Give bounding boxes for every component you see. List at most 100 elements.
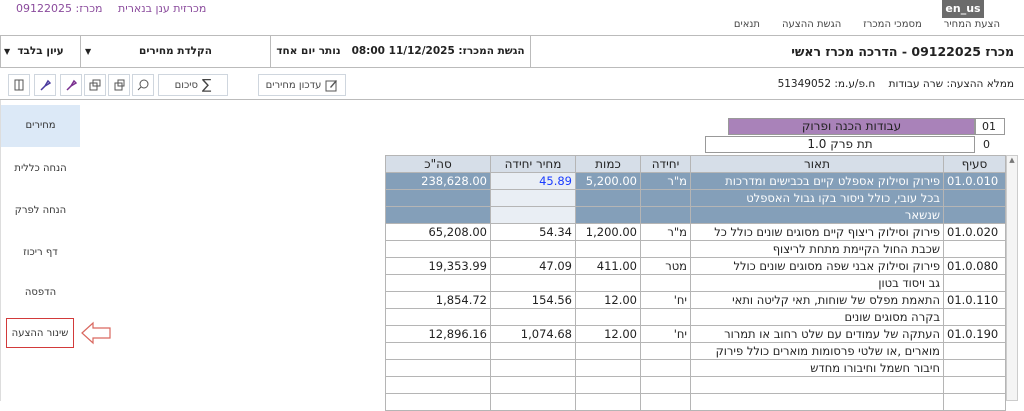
toolbar: ממלא ההצעה: שרה עבודות ח.פ/ע.מ: 51349052… bbox=[0, 70, 1024, 100]
tab[interactable]: הצעת המחיר bbox=[943, 19, 1000, 30]
cell-total: 19,353.99 bbox=[385, 257, 491, 275]
sidebar: מחירים הנחה כללית הנחה לפרק דף ריכוז הדפסה שי… bbox=[0, 100, 81, 401]
cell-total: 12,896.16 bbox=[385, 325, 491, 343]
cell-unit: יח' bbox=[640, 291, 691, 309]
header-row: סעיף תאור יחידה כמות מחיר יחידה סה"כ bbox=[385, 155, 1006, 173]
cell-total bbox=[385, 342, 491, 360]
book-icon bbox=[14, 79, 24, 91]
scrollbar[interactable]: ▲ bbox=[1006, 155, 1018, 401]
table-row[interactable]: 01.0.110 התאמת מפלס של שוחות, תאי קליטה ו… bbox=[385, 291, 1006, 309]
edit-icon bbox=[325, 79, 338, 91]
dropdown-arrow: ▼ bbox=[4, 47, 11, 56]
mode-label: הקלדת מחירים bbox=[139, 45, 212, 57]
cell-description: מוארים ,או שלטי פרסומות מוארים כולל פירו… bbox=[690, 342, 944, 360]
pin-button[interactable] bbox=[60, 74, 82, 96]
cell-unit bbox=[640, 359, 691, 377]
chapter-name: עבודות הכנה ופרוק bbox=[728, 118, 975, 135]
header-bar: מכרז 09122025 - הדרכה מכרז ראשי הגשת המכ… bbox=[0, 35, 1024, 68]
cell-item: 01.0.190 bbox=[943, 325, 1006, 343]
cell-unit-price bbox=[490, 240, 576, 258]
cell-item bbox=[943, 240, 1006, 258]
table-row[interactable]: גב ויסוד בטון bbox=[385, 274, 1006, 292]
search-icon bbox=[137, 79, 149, 91]
cell-quantity bbox=[575, 274, 641, 292]
table-row[interactable]: שכבת החול הקיימת מתחת לריצוף bbox=[385, 240, 1006, 258]
mode-dropdown[interactable]: הקלדת מחירים ▼ bbox=[80, 36, 270, 67]
empty-row bbox=[385, 393, 1006, 411]
table-row[interactable]: 01.0.190 העתקה של עמודים עם שלט רחוב או ת… bbox=[385, 325, 1006, 343]
cell-item bbox=[943, 274, 1006, 292]
cell-unit-price: 54.34 bbox=[490, 223, 576, 241]
cell-unit bbox=[640, 206, 691, 224]
sidebar-item[interactable]: מחירים bbox=[1, 105, 80, 147]
tabs: הצעת המחיר מסמכי המכרז הגשת ההצעה תנאים bbox=[734, 19, 1000, 33]
cell-total bbox=[385, 240, 491, 258]
cell-item bbox=[943, 189, 1006, 207]
cell-quantity bbox=[575, 308, 641, 326]
cell-unit-price: 47.09 bbox=[490, 257, 576, 275]
cell-item: 01.0.080 bbox=[943, 257, 1006, 275]
cell-description: בקרה מסוגים שונים bbox=[690, 308, 944, 326]
cell-quantity bbox=[575, 189, 641, 207]
table-row[interactable]: 01.0.020 פירוק וסילוק ריצוף קיים מסוגים ש… bbox=[385, 223, 1006, 241]
table-row[interactable]: 01.0.080 פירוק וסילוק אבני שפה מסוגים שונ… bbox=[385, 257, 1006, 275]
cell-description: שכבת החול הקיימת מתחת לריצוף bbox=[690, 240, 944, 258]
sidebar-item[interactable]: דף ריכוז bbox=[23, 247, 58, 258]
cell-total bbox=[385, 308, 491, 326]
cell-unit: מטר bbox=[640, 257, 691, 275]
update-prices-label: עדכון מחירים bbox=[265, 79, 322, 91]
app-name: מכרזית ענן בנארית bbox=[118, 2, 207, 15]
book-button[interactable] bbox=[8, 74, 30, 96]
cell-description: חיבור חשמל וחיבורו מחדש bbox=[690, 359, 944, 377]
view-dropdown[interactable]: עיון בלבד ▼ bbox=[0, 36, 80, 67]
search-button[interactable] bbox=[132, 74, 154, 96]
empty-cell bbox=[640, 393, 691, 411]
summary-button[interactable]: ∑ סיכום bbox=[158, 74, 228, 96]
table-row[interactable]: שנשאר bbox=[385, 206, 1006, 224]
cell-total: 65,208.00 bbox=[385, 223, 491, 241]
empty-cell bbox=[640, 376, 691, 394]
table-row[interactable]: חיבור חשמל וחיבורו מחדש bbox=[385, 359, 1006, 377]
cell-unit-price: 1,074.68 bbox=[490, 325, 576, 343]
cell-unit-price bbox=[490, 206, 576, 224]
cell-unit bbox=[640, 342, 691, 360]
tab[interactable]: מסמכי המכרז bbox=[863, 19, 922, 30]
pin2-icon bbox=[40, 79, 51, 91]
dropdown-arrow: ▼ bbox=[85, 47, 92, 56]
filler: ממלא ההצעה: שרה עבודות bbox=[888, 78, 1014, 90]
table-row[interactable]: בקרה מסוגים שונים bbox=[385, 308, 1006, 326]
pin-icon bbox=[66, 79, 77, 91]
cell-item bbox=[943, 342, 1006, 360]
cell-unit-price bbox=[490, 189, 576, 207]
tab[interactable]: תנאים bbox=[733, 19, 760, 30]
cell-item: 01.0.020 bbox=[943, 223, 1006, 241]
remaining: נותר יום אחד bbox=[276, 45, 341, 57]
language-button[interactable]: en_us bbox=[942, 0, 984, 18]
expand-button[interactable] bbox=[108, 74, 130, 96]
sidebar-item[interactable]: שינור ההצעה bbox=[6, 318, 74, 348]
table-row[interactable]: 01.0.010 פירוק וסילוק אספלט קיים בכבישים … bbox=[385, 172, 1006, 190]
sidebar-item[interactable]: הנחה לפרק bbox=[14, 205, 67, 216]
column-header: מחיר יחידה bbox=[490, 155, 576, 173]
tab[interactable]: הגשת ההצעה bbox=[781, 19, 842, 30]
cell-unit-price bbox=[490, 359, 576, 377]
empty-cell bbox=[690, 393, 944, 411]
collapse-button[interactable] bbox=[84, 74, 106, 96]
scroll-up[interactable]: ▲ bbox=[1009, 156, 1015, 164]
cell-description: פירוק וסילוק ריצוף קיים מסוגים שונים כול… bbox=[690, 223, 944, 241]
table-row[interactable]: בכל עובי, כולל ניסור בקו גבול האספלט bbox=[385, 189, 1006, 207]
cell-unit-price bbox=[490, 342, 576, 360]
cell-quantity: 12.00 bbox=[575, 291, 641, 309]
cell-unit: יח' bbox=[640, 325, 691, 343]
cell-item bbox=[943, 308, 1006, 326]
pin2-button[interactable] bbox=[34, 74, 56, 96]
sidebar-item[interactable]: הנחה כללית bbox=[14, 163, 67, 174]
cell-description: העתקה של עמודים עם שלט רחוב או תמרור bbox=[690, 325, 944, 343]
cell-quantity bbox=[575, 359, 641, 377]
empty-cell bbox=[575, 376, 641, 394]
cell-total bbox=[385, 189, 491, 207]
table-row[interactable]: מוארים ,או שלטי פרסומות מוארים כולל פירו… bbox=[385, 342, 1006, 360]
sidebar-item[interactable]: הדפסה bbox=[24, 287, 57, 298]
update-prices-button[interactable]: עדכון מחירים bbox=[258, 74, 346, 96]
